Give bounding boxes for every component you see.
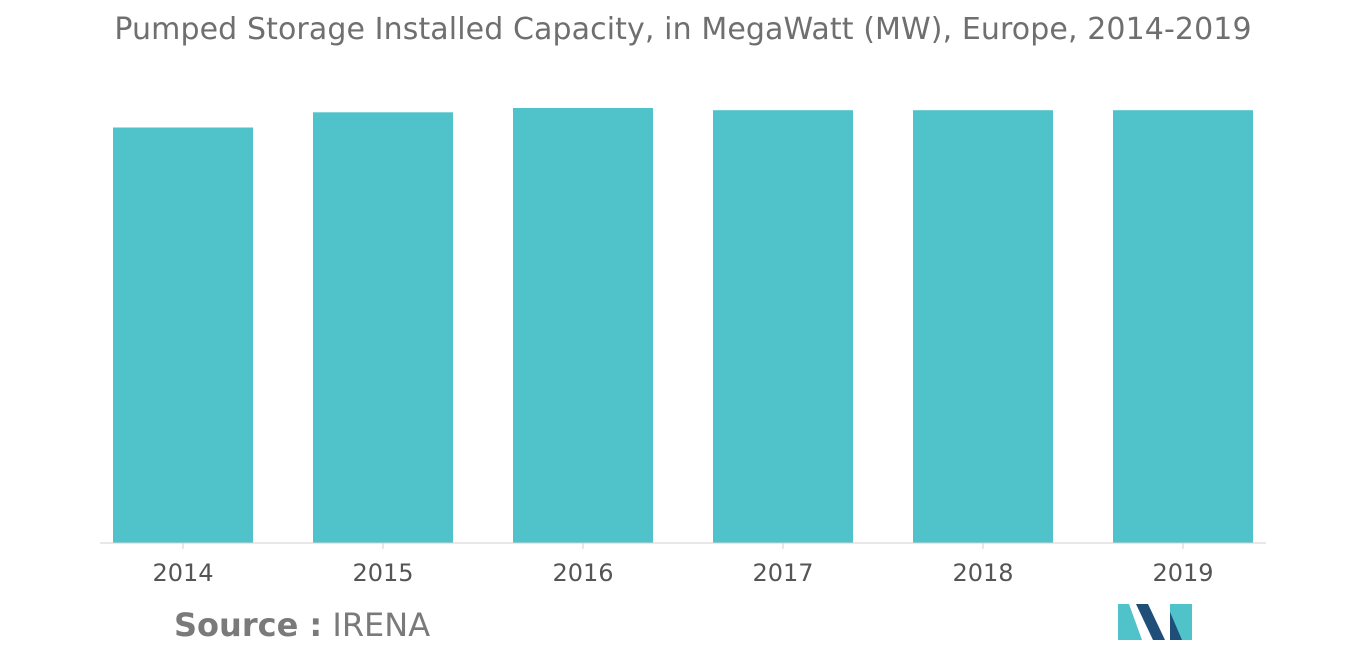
source-label: Source : xyxy=(174,606,323,644)
x-tick-labels: 2014 2015 2016 2017 2018 2019 xyxy=(152,559,1213,587)
x-tick-group xyxy=(182,543,1184,549)
logo-shape-left xyxy=(1118,604,1142,640)
x-tick-label-2014: 2014 xyxy=(152,559,213,587)
bars-group xyxy=(113,108,1253,544)
x-tick-label-2017: 2017 xyxy=(752,559,813,587)
logo-shape-middle xyxy=(1136,604,1165,640)
bar-chart: 2014 2015 2016 2017 2018 2019 xyxy=(100,108,1266,587)
x-tick-label-2018: 2018 xyxy=(952,559,1013,587)
x-tick-label-2016: 2016 xyxy=(552,559,613,587)
x-tick-label-2015: 2015 xyxy=(352,559,413,587)
x-tick-label-2019: 2019 xyxy=(1152,559,1213,587)
mordor-intelligence-logo-icon xyxy=(1118,604,1192,640)
bar-2017 xyxy=(713,110,853,543)
bar-2019 xyxy=(1113,110,1253,543)
bar-2014 xyxy=(113,127,253,543)
chart-title: Pumped Storage Installed Capacity, in Me… xyxy=(114,12,1252,47)
source-note: Source : IRENA xyxy=(174,606,430,644)
bar-2016 xyxy=(513,108,653,543)
logo-shape-accent xyxy=(1170,612,1182,640)
bar-2015 xyxy=(313,112,453,544)
bar-2018 xyxy=(913,110,1053,543)
source-value: IRENA xyxy=(332,606,431,644)
